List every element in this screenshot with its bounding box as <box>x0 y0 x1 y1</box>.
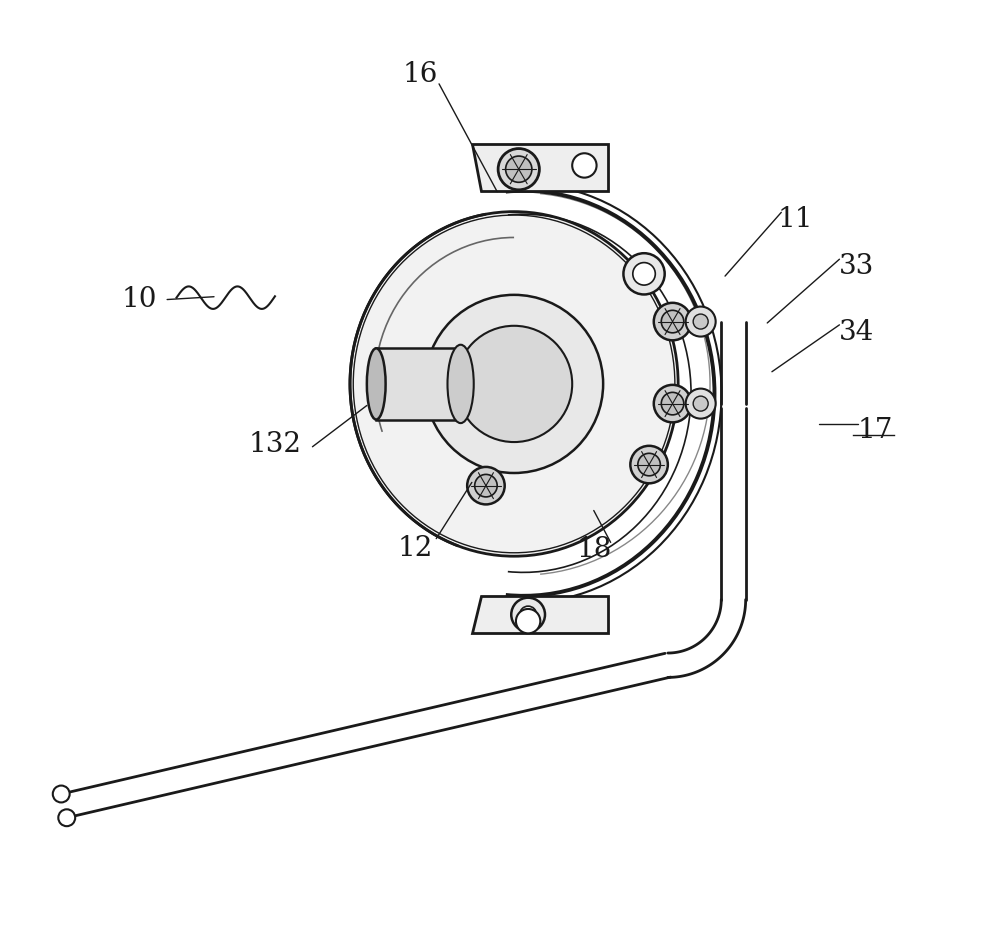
Text: 18: 18 <box>576 536 611 564</box>
Circle shape <box>475 474 497 497</box>
Text: 33: 33 <box>839 254 874 280</box>
Circle shape <box>654 303 691 341</box>
Text: 16: 16 <box>403 61 438 88</box>
Circle shape <box>511 598 545 632</box>
Polygon shape <box>472 596 608 633</box>
Text: 11: 11 <box>778 206 813 234</box>
Circle shape <box>467 467 505 504</box>
Circle shape <box>686 307 716 337</box>
Circle shape <box>516 609 540 633</box>
Circle shape <box>630 446 668 483</box>
Text: 34: 34 <box>839 319 874 346</box>
Circle shape <box>520 606 537 623</box>
Circle shape <box>506 156 532 183</box>
Text: 17: 17 <box>857 417 893 445</box>
Circle shape <box>572 153 597 178</box>
Circle shape <box>456 325 572 442</box>
Circle shape <box>693 314 708 329</box>
Polygon shape <box>376 348 456 420</box>
Circle shape <box>654 385 691 422</box>
Circle shape <box>58 810 75 826</box>
Circle shape <box>425 295 603 473</box>
Ellipse shape <box>350 212 678 556</box>
Circle shape <box>623 254 665 294</box>
Text: 10: 10 <box>121 286 157 313</box>
Ellipse shape <box>367 348 386 420</box>
Circle shape <box>53 785 70 802</box>
Circle shape <box>661 310 684 333</box>
Text: 12: 12 <box>398 534 433 562</box>
Circle shape <box>638 453 660 476</box>
Circle shape <box>633 263 655 285</box>
Circle shape <box>498 149 539 190</box>
Polygon shape <box>472 144 608 191</box>
Circle shape <box>661 393 684 415</box>
Circle shape <box>693 396 708 412</box>
Ellipse shape <box>447 344 474 423</box>
Circle shape <box>686 389 716 419</box>
Text: 132: 132 <box>248 431 301 459</box>
